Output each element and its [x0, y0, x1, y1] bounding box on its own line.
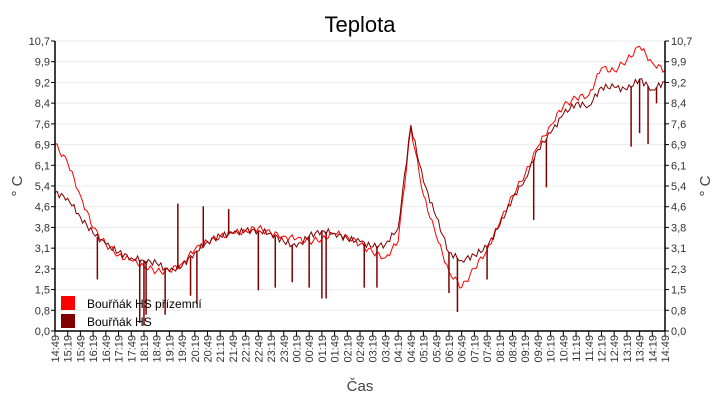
y-tick-label: 3,8 [35, 222, 50, 234]
x-tick-label: 07:49 [482, 335, 494, 363]
series-line-1 [54, 78, 666, 273]
x-tick-label: 18:49 [152, 335, 164, 363]
y-axis-label-left: ° C [9, 175, 26, 196]
x-tick-label: 23:49 [279, 335, 291, 363]
y-tick-label: 4,6 [35, 202, 50, 214]
y-tick-label: 10,7 [29, 36, 50, 48]
chart-title: Teplota [325, 12, 397, 37]
axes [51, 40, 669, 336]
y-tick-label: 8,4 [35, 98, 50, 110]
y-tick-label: 2,3 [35, 264, 50, 276]
y-tick-label: 0,8 [671, 305, 686, 317]
x-tick-label: 01:49 [330, 335, 342, 363]
y-tick-label: 9,2 [35, 77, 50, 89]
x-tick-label: 00:49 [304, 335, 316, 363]
x-tick-label: 11:49 [584, 335, 596, 362]
y-tick-label: 5,4 [671, 181, 686, 193]
y-tick-label: 6,1 [671, 160, 686, 172]
x-tick-label: 15:19 [63, 335, 75, 363]
x-tick-label: 20:19 [190, 335, 202, 363]
y-tick-label: 0,8 [35, 305, 50, 317]
y-tick-label: 6,9 [35, 140, 50, 152]
x-tick-label: 09:19 [520, 335, 532, 363]
x-tick-labels: 14:49 15:19 15:49 16:19 16:49 17:19 17:49 18:19… [50, 335, 672, 363]
x-tick-label: 14:49 [50, 335, 62, 363]
y-tick-label: 6,9 [671, 140, 686, 152]
x-tick-label: 12:19 [596, 335, 608, 363]
x-tick-label: 12:49 [609, 335, 621, 363]
grid [55, 40, 665, 311]
y-tick-label: 9,2 [671, 77, 686, 89]
y-tick-label: 8,4 [671, 98, 686, 110]
x-tick-label: 09:49 [533, 335, 545, 363]
x-tick-label: 02:19 [342, 335, 354, 363]
x-tick-label: 06:49 [457, 335, 469, 363]
series-line-0 [54, 45, 666, 289]
y-tick-label: 4,6 [671, 202, 686, 214]
y-tick-label: 9,9 [671, 57, 686, 69]
y-tick-label: 0,0 [671, 326, 686, 338]
x-tick-label: 04:19 [393, 335, 405, 363]
legend-label: Bouřňák HS [87, 315, 152, 329]
x-tick-label: 00:19 [291, 335, 303, 363]
series-lines [54, 45, 666, 326]
y-tick-label: 7,6 [35, 119, 50, 131]
y-tick-label: 0,0 [35, 326, 50, 338]
y-tick-label: 10,7 [671, 36, 692, 48]
y-tick-label: 3,8 [671, 222, 686, 234]
legend: Bouřňák HS přízemní Bouřňák HS [61, 296, 202, 329]
x-tick-label: 08:49 [508, 335, 520, 363]
x-axis-label: Čas [347, 378, 374, 395]
x-tick-label: 17:49 [126, 335, 138, 363]
x-tick-label: 13:19 [622, 335, 634, 363]
x-tick-label: 22:49 [253, 335, 265, 363]
y-tick-label: 7,6 [671, 119, 686, 131]
legend-swatch [61, 296, 75, 310]
y-tick-label: 3,1 [671, 243, 686, 255]
y-tick-labels-left: 0,0 0,8 1,5 2,3 3,1 3,8 4,6 5,4 6,1 6,9 7,6 8,4 9,2 9… [29, 36, 50, 338]
x-tick-label: 01:19 [317, 335, 329, 363]
x-tick-label: 15:49 [75, 335, 87, 363]
y-tick-label: 9,9 [35, 57, 50, 69]
y-axis-label-right: ° C [697, 175, 714, 196]
x-tick-label: 10:49 [558, 335, 570, 363]
x-tick-label: 21:49 [228, 335, 240, 363]
x-tick-label: 03:19 [368, 335, 380, 363]
y-tick-labels-right: 0,0 0,8 1,5 2,3 3,1 3,8 4,6 5,4 6,1 6,9 7,6 8,4 9,2 9… [671, 36, 692, 338]
x-tick-label: 10:19 [546, 335, 558, 363]
x-tick-label: 11:19 [571, 335, 583, 362]
x-tick-label: 22:19 [241, 335, 253, 363]
x-tick-label: 19:49 [177, 335, 189, 363]
x-tick-label: 08:19 [495, 335, 507, 363]
x-tick-label: 16:19 [88, 335, 100, 363]
x-tick-label: 21:19 [215, 335, 227, 363]
y-tick-label: 2,3 [671, 264, 686, 276]
x-tick-label: 03:49 [380, 335, 392, 363]
x-tick-label: 05:19 [419, 335, 431, 363]
x-tick-label: 23:19 [266, 335, 278, 363]
x-tick-label: 02:49 [355, 335, 367, 363]
x-tick-label: 18:19 [139, 335, 151, 363]
x-tick-label: 16:49 [101, 335, 113, 363]
y-tick-label: 1,5 [671, 285, 686, 297]
y-tick-label: 5,4 [35, 181, 50, 193]
x-tick-label: 17:19 [114, 335, 126, 363]
x-tick-label: 05:49 [431, 335, 443, 363]
x-tick-label: 14:49 [660, 335, 672, 363]
x-tick-label: 13:49 [635, 335, 647, 363]
y-tick-label: 1,5 [35, 285, 50, 297]
x-tick-label: 14:19 [647, 335, 659, 363]
y-tick-label: 6,1 [35, 160, 50, 172]
y-tick-label: 3,1 [35, 243, 50, 255]
x-tick-label: 06:19 [444, 335, 456, 363]
x-tick-label: 19:19 [164, 335, 176, 363]
legend-swatch [61, 314, 75, 328]
x-tick-label: 04:49 [406, 335, 418, 363]
x-tick-label: 07:19 [469, 335, 481, 363]
legend-label: Bouřňák HS přízemní [87, 297, 202, 311]
x-tick-label: 20:49 [203, 335, 215, 363]
